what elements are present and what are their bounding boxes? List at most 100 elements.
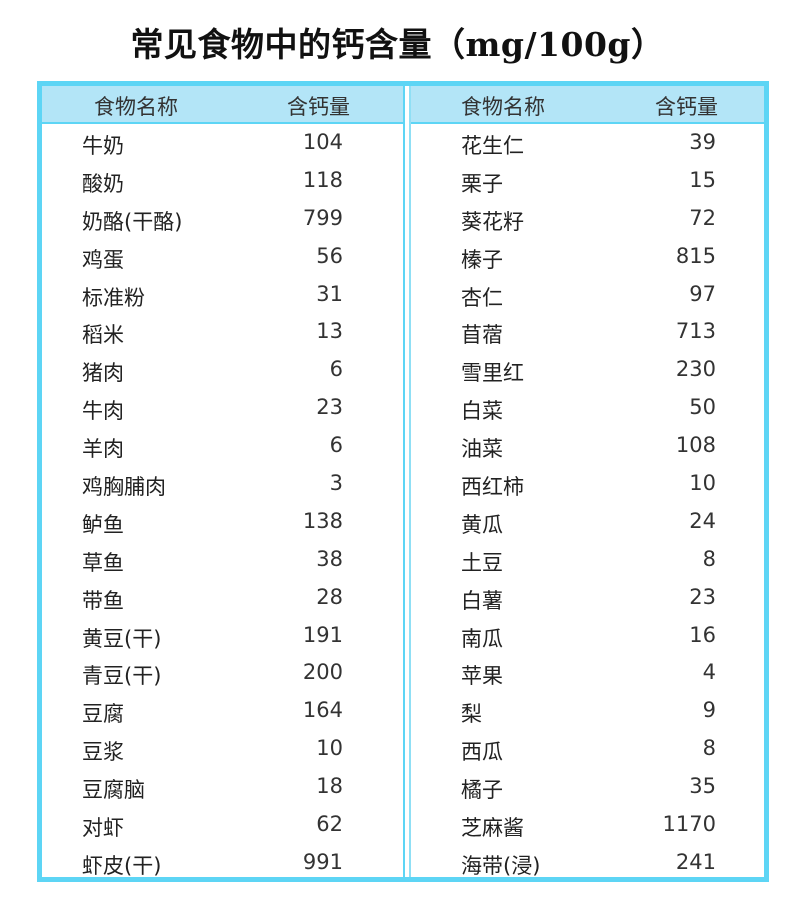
table-row: 牛肉 23 [42,389,403,427]
calcium-value: 13 [316,319,343,344]
food-name: 油菜 [461,437,503,462]
food-name: 西瓜 [461,740,503,765]
calcium-value: 230 [675,357,716,382]
calcium-value: 164 [302,698,343,723]
table-row: 羊肉 6 [42,427,403,465]
table-header: 食物名称 含钙量 [411,86,764,124]
food-name: 西红柿 [461,475,524,500]
header-calcium: 含钙量 [287,95,350,119]
table-row: 油菜 108 [411,427,764,465]
food-name: 牛奶 [82,134,124,158]
food-name: 芝麻酱 [461,816,524,841]
table-row: 奶酪(干酪) 799 [42,200,403,238]
calcium-value: 72 [689,205,716,230]
calcium-value: 191 [302,622,343,647]
table-row: 西红柿 10 [411,465,764,503]
table-row: 对虾 62 [42,806,403,844]
food-name: 苹果 [461,664,503,689]
food-name: 标准粉 [82,285,145,310]
food-name: 榛子 [461,247,503,272]
table-row: 黄瓜 24 [411,503,764,541]
table-row: 标准粉 31 [42,276,403,314]
food-name: 带鱼 [82,588,124,613]
food-name: 对虾 [82,816,124,841]
food-name: 南瓜 [461,626,503,651]
food-name: 豆腐脑 [82,778,145,803]
calcium-value: 108 [675,433,716,458]
table-header: 食物名称 含钙量 [42,86,403,124]
food-name: 白菜 [461,399,503,424]
table-row: 草鱼 38 [42,541,403,579]
food-name: 白薯 [461,588,503,613]
food-name: 雪里红 [461,361,524,386]
food-name: 青豆(干) [82,664,162,689]
calcium-value: 138 [302,508,343,533]
table-row: 南瓜 16 [411,617,764,655]
food-name: 豆腐 [82,702,124,727]
food-name: 鸡蛋 [82,247,124,272]
calcium-value: 31 [316,281,343,306]
header-food-name: 食物名称 [461,95,545,119]
table-row: 杏仁 97 [411,276,764,314]
table-row: 土豆 8 [411,541,764,579]
calcium-value: 4 [702,660,716,685]
food-name: 花生仁 [461,134,524,158]
calcium-value: 104 [302,130,343,154]
header-calcium: 含钙量 [655,95,718,119]
column-divider [403,86,411,877]
calcium-value: 50 [689,395,716,420]
calcium-value: 35 [689,774,716,799]
table-row: 雪里红 230 [411,351,764,389]
calcium-value: 10 [316,736,343,761]
table-row: 鸡蛋 56 [42,238,403,276]
food-name: 土豆 [461,550,503,575]
table-row: 苹果 4 [411,654,764,692]
calcium-value: 56 [316,243,343,268]
table-row: 栗子 15 [411,162,764,200]
table-right-half: 食物名称 含钙量 花生仁 39 栗子 15 葵花籽 72 榛子 815 杏仁 97 苜蓿 713 雪里红… [411,86,764,878]
food-name: 鲈鱼 [82,512,124,537]
table-row: 白薯 23 [411,579,764,617]
food-name: 海带(浸) [461,853,541,878]
calcium-value: 1170 [662,812,716,837]
table-row: 鲈鱼 138 [42,503,403,541]
calcium-value: 241 [675,849,716,874]
table-row: 花生仁 39 [411,124,764,162]
calcium-table: 食物名称 含钙量 牛奶 104 酸奶 118 奶酪(干酪) 799 鸡蛋 56 标准粉 31 稻米 1… [37,81,769,882]
calcium-value: 799 [302,205,343,230]
food-name: 黄豆(干) [82,626,162,651]
food-name: 橘子 [461,778,503,803]
header-food-name: 食物名称 [94,95,178,119]
table-row: 西瓜 8 [411,730,764,768]
food-name: 草鱼 [82,550,124,575]
table-row: 稻米 13 [42,313,403,351]
table-left-half: 食物名称 含钙量 牛奶 104 酸奶 118 奶酪(干酪) 799 鸡蛋 56 标准粉 31 稻米 1… [42,86,403,878]
calcium-value: 713 [675,319,716,344]
calcium-value: 6 [329,433,343,458]
calcium-value: 15 [689,167,716,192]
calcium-value: 23 [316,395,343,420]
calcium-value: 23 [689,584,716,609]
food-name: 奶酪(干酪) [82,209,183,234]
food-name: 羊肉 [82,437,124,462]
calcium-value: 28 [316,584,343,609]
table-row: 豆浆 10 [42,730,403,768]
calcium-value: 118 [302,167,343,192]
calcium-value: 8 [702,546,716,571]
food-name: 鸡胸脯肉 [82,475,166,500]
table-row: 白菜 50 [411,389,764,427]
table-row: 葵花籽 72 [411,200,764,238]
table-row: 苜蓿 713 [411,313,764,351]
food-name: 梨 [461,702,482,727]
food-name: 猪肉 [82,361,124,386]
food-name: 杏仁 [461,285,503,310]
food-name: 酸奶 [82,171,124,196]
table-row: 榛子 815 [411,238,764,276]
table-row: 鸡胸脯肉 3 [42,465,403,503]
calcium-value: 18 [316,774,343,799]
calcium-value: 10 [689,471,716,496]
table-row: 芝麻酱 1170 [411,806,764,844]
calcium-value: 16 [689,622,716,647]
calcium-value: 38 [316,546,343,571]
